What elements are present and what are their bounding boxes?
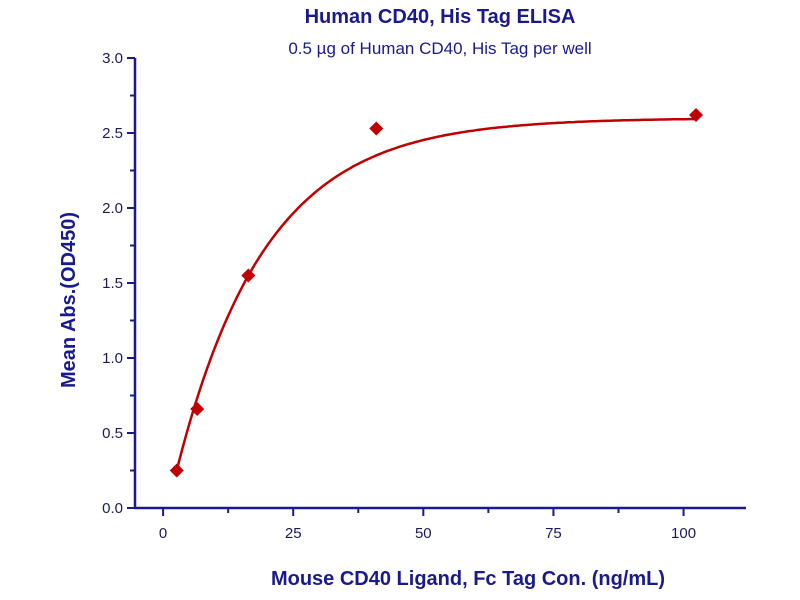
x-tick-label: 100 <box>671 525 696 542</box>
tick-labels: 0 25 50 75 100 0.0 0.5 1.0 1.5 2.0 2.5 3.0 <box>102 50 696 542</box>
x-tick-label: 75 <box>545 525 562 542</box>
x-tick-label: 50 <box>415 525 432 542</box>
plot-area <box>169 108 704 478</box>
x-tick-label: 0 <box>159 525 167 542</box>
data-point <box>169 463 184 478</box>
y-tick-label: 0.0 <box>102 500 123 517</box>
data-point <box>190 402 205 416</box>
axes <box>127 57 746 516</box>
y-tick-label: 2.5 <box>102 125 123 142</box>
data-point <box>689 108 704 122</box>
chart-title: Human CD40, His Tag ELISA <box>305 6 576 28</box>
y-tick-label: 0.5 <box>102 425 123 442</box>
data-point <box>369 121 384 136</box>
fit-curve <box>175 117 697 471</box>
y-tick-label: 1.5 <box>102 275 123 292</box>
y-axis-label: Mean Abs.(OD450) <box>58 212 80 388</box>
x-axis-label: Mouse CD40 Ligand, Fc Tag Con. (ng/mL) <box>271 568 665 590</box>
y-tick-label: 1.0 <box>102 350 123 367</box>
y-tick-label: 2.0 <box>102 200 123 217</box>
x-tick-label: 25 <box>285 525 302 542</box>
chart-subtitle: 0.5 µg of Human CD40, His Tag per well <box>288 39 591 58</box>
y-tick-label: 3.0 <box>102 50 123 67</box>
data-point <box>241 268 256 283</box>
